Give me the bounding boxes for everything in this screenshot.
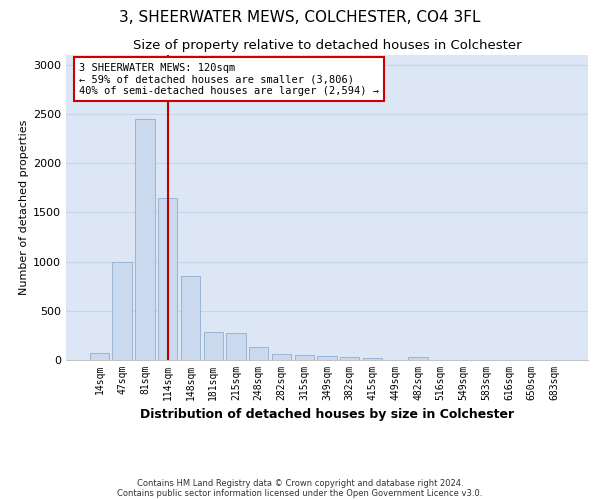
Bar [249,347,268,360]
Bar [158,198,178,360]
Bar [203,332,223,360]
Bar [272,354,291,360]
Text: 3, SHEERWATER MEWS, COLCHESTER, CO4 3FL: 3, SHEERWATER MEWS, COLCHESTER, CO4 3FL [119,10,481,25]
Text: Contains public sector information licensed under the Open Government Licence v3: Contains public sector information licen… [118,488,482,498]
Bar [340,356,359,360]
Bar [409,357,428,360]
X-axis label: Distribution of detached houses by size in Colchester: Distribution of detached houses by size … [140,408,514,422]
Bar [112,262,132,360]
Bar [90,352,109,360]
Bar [317,356,337,360]
Title: Size of property relative to detached houses in Colchester: Size of property relative to detached ho… [133,40,521,52]
Bar [135,119,155,360]
Bar [181,276,200,360]
Bar [295,355,314,360]
Bar [363,358,382,360]
Text: 3 SHEERWATER MEWS: 120sqm
← 59% of detached houses are smaller (3,806)
40% of se: 3 SHEERWATER MEWS: 120sqm ← 59% of detac… [79,62,379,96]
Y-axis label: Number of detached properties: Number of detached properties [19,120,29,295]
Text: Contains HM Land Registry data © Crown copyright and database right 2024.: Contains HM Land Registry data © Crown c… [137,478,463,488]
Bar [226,334,245,360]
